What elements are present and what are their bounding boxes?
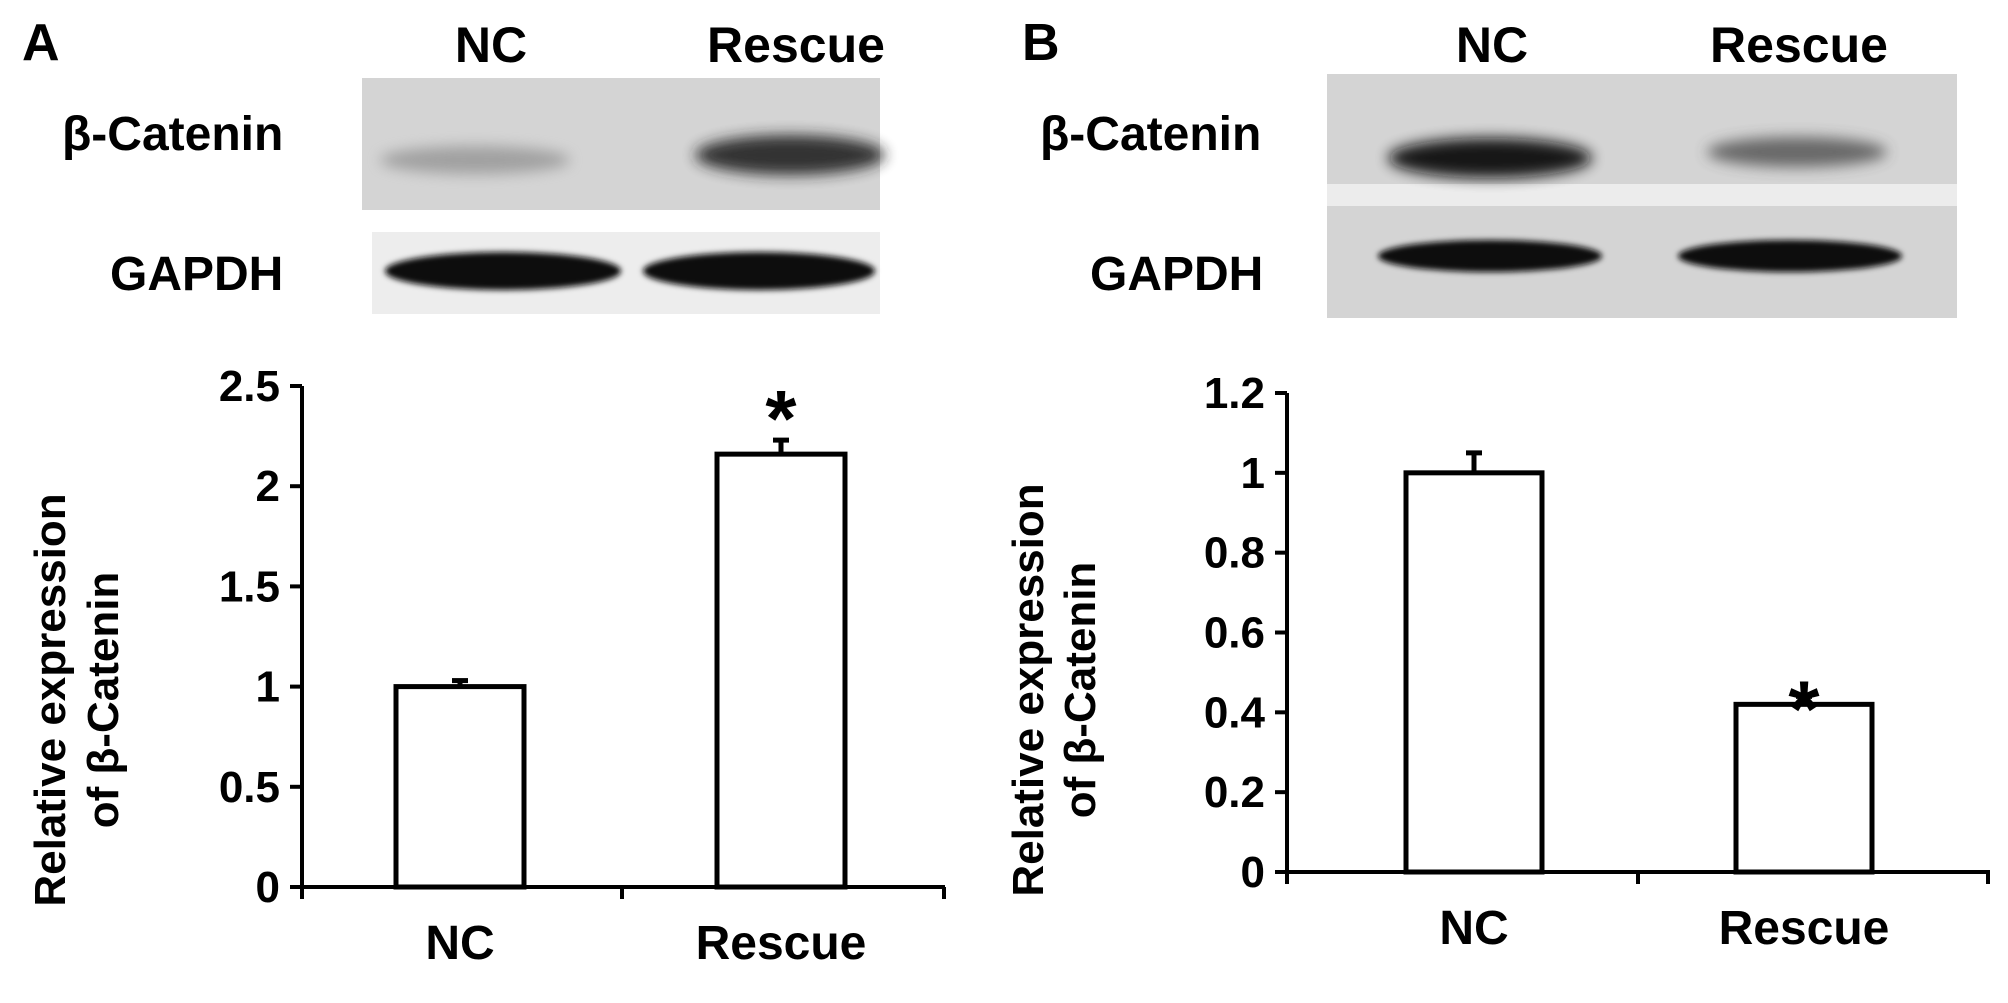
panel-b-y-axis-label-line1: Relative expression bbox=[1004, 483, 1053, 896]
panel-a-lane-label-rescue: Rescue bbox=[707, 17, 885, 73]
panel-a-band-gapdh-nc bbox=[385, 252, 621, 290]
panel-b-bar-chart: NC Rescue * 0 0.2 0.4 0.6 0.8 1 1.2 Relative exp… bbox=[1004, 369, 1990, 955]
panel-a-band-catenin-rescue bbox=[695, 135, 885, 175]
panel-b-row-label-catenin: β-Catenin bbox=[1040, 108, 1261, 161]
chart-a-x-category-label: Rescue bbox=[696, 917, 867, 970]
panel-a-band-gapdh-rescue bbox=[643, 252, 875, 290]
panel-a: A NC Rescue β-Catenin GAPDH NC Rescue * 0 0… bbox=[22, 14, 946, 970]
panel-a-row-label-catenin: β-Catenin bbox=[62, 108, 283, 161]
chart-b-bar-nc bbox=[1403, 470, 1545, 875]
panel-a-band-catenin-nc bbox=[380, 146, 570, 174]
panel-b-letter: B bbox=[1022, 14, 1060, 72]
chart-a-bar-nc bbox=[393, 684, 527, 890]
panel-a-lane-label-nc: NC bbox=[455, 17, 527, 73]
panel-b-lane-label-nc: NC bbox=[1456, 17, 1528, 73]
chart-a-significance-marker: * bbox=[765, 374, 797, 463]
chart-b-y-tick-label: 1.2 bbox=[1204, 369, 1265, 418]
chart-a-y-tick-label: 1 bbox=[256, 663, 280, 712]
panel-a-y-axis-label-line2: of β-Catenin bbox=[79, 572, 128, 829]
panel-a-bar-chart: NC Rescue * 0 0.5 1 1.5 2 2.5 Relative expressi… bbox=[26, 362, 946, 970]
chart-b-y-tick-label: 0 bbox=[1241, 848, 1265, 897]
panel-b-band-gapdh-nc bbox=[1378, 240, 1602, 272]
chart-b-y-tick-label: 0.2 bbox=[1204, 768, 1265, 817]
chart-a-x-category-label: NC bbox=[425, 917, 494, 970]
panel-a-letter: A bbox=[22, 14, 60, 72]
chart-b-x-category-label: Rescue bbox=[1719, 902, 1890, 955]
panel-b-band-catenin-nc bbox=[1388, 138, 1592, 178]
panel-b-band-gapdh-rescue bbox=[1678, 240, 1902, 272]
chart-a-y-tick-label: 2.5 bbox=[219, 362, 280, 411]
chart-b-bar-rescue bbox=[1733, 701, 1875, 875]
chart-b-x-category-label: NC bbox=[1439, 902, 1508, 955]
chart-a-y-tick-label: 0.5 bbox=[219, 763, 280, 812]
panel-b: B NC Rescue β-Catenin GAPDH NC Rescue * 0 0… bbox=[1004, 14, 1990, 955]
panel-a-row-label-gapdh: GAPDH bbox=[110, 248, 283, 301]
chart-b-significance-marker: * bbox=[1788, 664, 1820, 753]
panel-a-y-axis-label-line1: Relative expression bbox=[26, 493, 75, 906]
panel-b-y-axis-label-line2: of β-Catenin bbox=[1056, 562, 1105, 819]
chart-b-y-tick-label: 1 bbox=[1241, 449, 1265, 498]
chart-b-y-tick-label: 0.4 bbox=[1204, 688, 1266, 737]
chart-a-y-tick-label: 0 bbox=[256, 863, 280, 912]
chart-a-y-tick-label: 2 bbox=[256, 462, 280, 511]
chart-a-bar-rescue bbox=[714, 451, 848, 890]
chart-a-y-tick-label: 1.5 bbox=[219, 562, 280, 611]
panel-b-band-catenin-rescue bbox=[1707, 137, 1887, 167]
chart-b-y-tick-label: 0.8 bbox=[1204, 529, 1265, 578]
chart-b-y-tick-label: 0.6 bbox=[1204, 609, 1265, 658]
panel-b-row-label-gapdh: GAPDH bbox=[1090, 248, 1263, 301]
panel-b-lane-label-rescue: Rescue bbox=[1710, 17, 1888, 73]
